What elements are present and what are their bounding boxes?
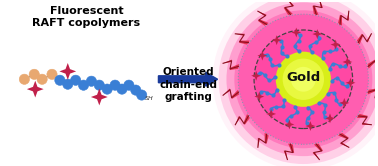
Polygon shape [338,133,349,147]
Text: Fluorescent
RAFT copolymers: Fluorescent RAFT copolymers [33,6,141,28]
Polygon shape [266,109,276,119]
Polygon shape [59,63,76,80]
Circle shape [213,0,378,166]
Polygon shape [368,60,378,70]
Circle shape [276,52,331,107]
Circle shape [71,75,81,85]
FancyArrow shape [158,72,218,86]
Polygon shape [258,133,269,147]
Polygon shape [284,144,294,160]
Polygon shape [342,57,352,67]
Circle shape [124,80,134,90]
Polygon shape [284,0,294,15]
Circle shape [47,69,57,80]
Text: Oriented
chain-end
grafting: Oriented chain-end grafting [159,67,217,102]
Circle shape [78,80,89,90]
Polygon shape [313,0,323,15]
Polygon shape [223,60,239,70]
Polygon shape [305,121,315,131]
Circle shape [94,80,104,90]
Polygon shape [312,29,322,39]
Polygon shape [357,34,371,45]
Polygon shape [254,92,264,101]
Circle shape [19,74,29,84]
Polygon shape [257,51,267,61]
Polygon shape [345,78,355,88]
Circle shape [102,84,112,94]
Text: SH: SH [145,96,153,101]
Circle shape [29,69,39,80]
Polygon shape [251,71,261,81]
Circle shape [226,2,378,156]
Circle shape [117,84,127,94]
Polygon shape [27,81,43,97]
Polygon shape [291,28,301,37]
Polygon shape [235,114,250,125]
Polygon shape [313,144,323,160]
Polygon shape [285,120,294,129]
Circle shape [131,85,141,95]
Polygon shape [357,114,371,125]
Circle shape [218,0,378,164]
Circle shape [110,80,120,90]
Text: Gold: Gold [286,71,321,84]
Polygon shape [331,40,341,49]
Polygon shape [258,11,269,26]
Circle shape [37,74,47,84]
Circle shape [86,76,96,86]
Circle shape [283,59,324,100]
Circle shape [234,10,372,148]
Polygon shape [223,88,239,99]
Circle shape [136,90,147,100]
Polygon shape [368,88,378,99]
Circle shape [55,75,65,85]
Polygon shape [325,113,335,123]
Polygon shape [272,35,282,45]
Circle shape [254,30,353,128]
Circle shape [291,67,316,92]
Polygon shape [235,34,250,45]
Circle shape [63,79,73,89]
Circle shape [238,14,369,144]
Polygon shape [339,98,349,108]
Polygon shape [91,89,108,105]
Polygon shape [338,11,349,26]
